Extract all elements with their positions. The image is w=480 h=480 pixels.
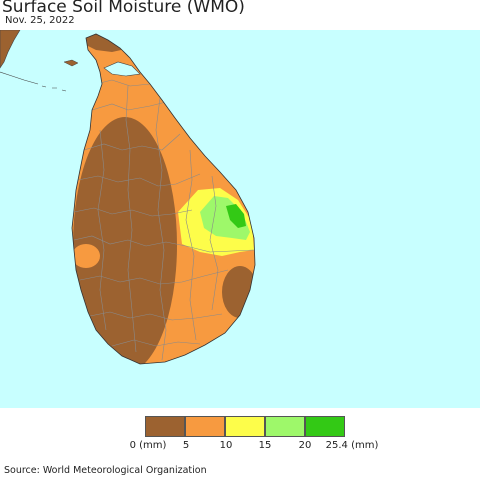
- moisture-15-20-east: [200, 196, 250, 240]
- color-legend: [145, 416, 345, 437]
- district-boundaries: [73, 79, 255, 361]
- mannar-island: [63, 59, 79, 67]
- legend-tick-label: 5: [182, 440, 190, 451]
- legend-tick-label: 20: [298, 440, 312, 451]
- legend-ticks: 0 (mm) 5 10 15 20 25.4 (mm): [0, 440, 480, 454]
- soil-moisture-map: [0, 30, 480, 408]
- map-date: Nov. 25, 2022: [5, 15, 75, 26]
- india-coast-line: [0, 71, 39, 85]
- legend-swatch-20-25: [305, 416, 345, 437]
- legend-swatch-0-5: [145, 416, 185, 437]
- moisture-0-5-west: [73, 117, 177, 364]
- legend-swatch-15-20: [265, 416, 305, 437]
- legend-tick-label: 10: [219, 440, 233, 451]
- map-title: Surface Soil Moisture (WMO): [2, 0, 245, 17]
- legend-tick-label: 15: [258, 440, 272, 451]
- jaffna-lagoon: [103, 61, 141, 77]
- legend-swatch-5-10: [185, 416, 225, 437]
- moisture-20-25-east: [226, 204, 246, 228]
- legend-tick-label: 0 (mm): [129, 440, 167, 451]
- moisture-0-5-west-coast: [72, 244, 100, 268]
- legend-swatch-10-15: [225, 416, 265, 437]
- sri-lanka-coastline: [71, 33, 256, 365]
- india-landmass: [0, 30, 21, 69]
- source-credit: Source: World Meteorological Organizatio…: [4, 465, 207, 476]
- legend-tick-label: 25.4 (mm): [325, 440, 379, 451]
- adams-bridge-islets: [41, 85, 67, 92]
